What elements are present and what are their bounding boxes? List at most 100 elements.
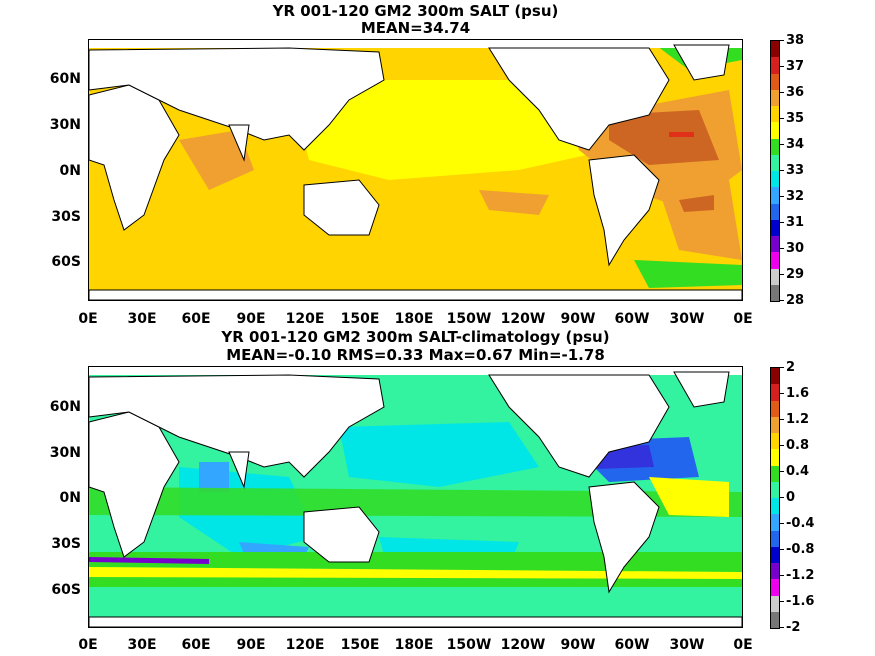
colorbar-tick-label: 30	[786, 241, 805, 256]
bottom-lon-label-90e: 90E	[236, 637, 266, 653]
colorbar-segment	[771, 433, 779, 450]
colorbar-segment	[771, 368, 779, 385]
top-colorbar	[770, 40, 780, 302]
bottom-land-greenland	[673, 371, 730, 408]
top-land-north-america	[488, 47, 670, 151]
colorbar-tick	[780, 222, 784, 223]
bottom-lon-label-60e: 60E	[181, 637, 211, 653]
bottom-indian-blue	[199, 462, 229, 492]
colorbar-tick-label: 31	[786, 215, 805, 230]
colorbar-segment	[771, 400, 779, 417]
colorbar-segment	[771, 579, 779, 596]
top-arabian-sea-region	[179, 130, 254, 190]
top-arctic-white	[89, 40, 742, 48]
colorbar-segment	[771, 252, 779, 269]
colorbar-tick	[780, 40, 784, 41]
top-lon-label-120w: 120W	[500, 311, 546, 327]
top-south-atlantic-high	[679, 195, 714, 212]
top-land-eurasia	[89, 47, 385, 151]
colorbar-segment	[771, 73, 779, 90]
colorbar-tick	[780, 549, 784, 550]
bottom-map-svg	[89, 367, 742, 627]
top-lon-label-150w: 150W	[446, 311, 492, 327]
colorbar-segment	[771, 138, 779, 155]
colorbar-tick	[780, 248, 784, 249]
top-lat-label-60n: 60N	[49, 71, 81, 87]
bottom-arctic-white	[89, 367, 742, 375]
bottom-lon-label-150e: 150E	[340, 637, 380, 653]
colorbar-tick-label: 32	[786, 189, 805, 204]
colorbar-segment	[771, 284, 779, 301]
bottom-lat-label-30s: 30S	[51, 536, 81, 552]
colorbar-segment	[771, 106, 779, 123]
top-land-india	[228, 124, 250, 162]
colorbar-tick	[780, 601, 784, 602]
colorbar-segment	[771, 236, 779, 253]
colorbar-tick-label: 0.4	[786, 464, 810, 479]
colorbar-tick-label: -1.2	[786, 568, 815, 583]
top-salinity-map	[88, 39, 743, 301]
top-map-svg	[89, 40, 742, 300]
bottom-land-antarctica	[89, 616, 742, 627]
bottom-lon-label-30e: 30E	[127, 637, 157, 653]
colorbar-tick-label: 2	[786, 360, 796, 375]
colorbar-segment	[771, 563, 779, 580]
colorbar-segment	[771, 595, 779, 612]
bottom-lon-label-120w: 120W	[500, 637, 546, 653]
bottom-lon-label-0e-end: 0E	[733, 637, 753, 653]
colorbar-tick	[780, 300, 784, 301]
colorbar-tick-label: 38	[786, 33, 805, 48]
colorbar-segment	[771, 416, 779, 433]
top-lat-label-60s: 60S	[51, 254, 81, 270]
colorbar-segment	[771, 530, 779, 547]
colorbar-segment	[771, 187, 779, 204]
top-north-atlantic-high	[609, 110, 719, 165]
colorbar-segment	[771, 449, 779, 466]
top-lon-label-30w: 30W	[669, 311, 705, 327]
colorbar-tick	[780, 575, 784, 576]
colorbar-tick	[780, 274, 784, 275]
top-lat-label-30s: 30S	[51, 209, 81, 225]
colorbar-tick	[780, 118, 784, 119]
colorbar-segment	[771, 203, 779, 220]
top-lon-label-180e: 180E	[394, 311, 434, 327]
colorbar-tick-label: -0.8	[786, 542, 815, 557]
top-atlantic-max	[669, 132, 694, 137]
bottom-north-pacific-cyan	[339, 422, 539, 487]
colorbar-tick-label: 34	[786, 137, 805, 152]
bottom-panel-title-line1: YR 001-120 GM2 300m SALT-climatology (ps…	[221, 328, 610, 346]
colorbar-segment	[771, 268, 779, 285]
bottom-land-north-america	[488, 374, 670, 478]
colorbar-segment	[771, 546, 779, 563]
bottom-land-india	[228, 451, 250, 489]
colorbar-segment	[771, 171, 779, 188]
colorbar-segment	[771, 384, 779, 401]
bottom-atlantic-yellow	[649, 477, 729, 517]
colorbar-tick	[780, 523, 784, 524]
colorbar-tick	[780, 627, 784, 628]
bottom-anomaly-map	[88, 366, 743, 628]
colorbar-tick-label: 0.8	[786, 438, 810, 453]
colorbar-segment	[771, 219, 779, 236]
bottom-land-australia	[303, 506, 380, 563]
top-lon-label-0e: 0E	[78, 311, 98, 327]
colorbar-tick-label: 36	[786, 85, 805, 100]
bottom-lon-label-90w: 90W	[560, 637, 596, 653]
colorbar-segment	[771, 154, 779, 171]
colorbar-tick	[780, 419, 784, 420]
bottom-lat-label-30n: 30N	[49, 445, 81, 461]
colorbar-tick-label: 28	[786, 293, 805, 308]
top-land-antarctica	[89, 289, 742, 300]
top-lon-label-120e: 120E	[285, 311, 325, 327]
bottom-panel-title-line2: MEAN=-0.10 RMS=0.33 Max=0.67 Min=-1.78	[226, 346, 605, 364]
colorbar-tick	[780, 196, 784, 197]
colorbar-tick	[780, 144, 784, 145]
bottom-land-south-america	[588, 481, 660, 594]
colorbar-tick-label: 1.6	[786, 386, 810, 401]
top-land-south-america	[588, 154, 660, 267]
bottom-lon-label-30w: 30W	[669, 637, 705, 653]
top-land-australia	[303, 179, 380, 236]
colorbar-tick	[780, 497, 784, 498]
colorbar-tick-label: -2	[786, 620, 801, 635]
colorbar-tick-label: -0.4	[786, 516, 815, 531]
